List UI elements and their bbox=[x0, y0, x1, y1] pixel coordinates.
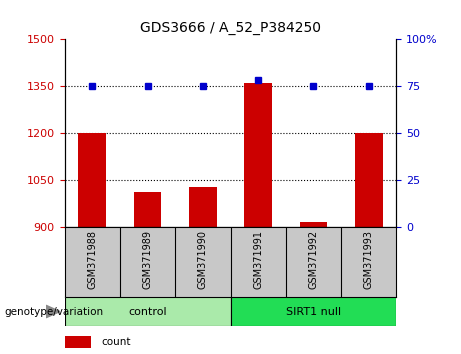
Bar bbox=[300, 222, 327, 227]
Bar bbox=[78, 133, 106, 227]
Bar bbox=[65, 297, 230, 326]
Bar bbox=[65, 336, 91, 348]
Text: count: count bbox=[101, 337, 130, 347]
Bar bbox=[244, 83, 272, 227]
Text: GSM371989: GSM371989 bbox=[142, 230, 153, 289]
Bar bbox=[134, 192, 161, 227]
Text: GSM371992: GSM371992 bbox=[308, 230, 319, 289]
Text: control: control bbox=[128, 307, 167, 316]
Text: GSM371988: GSM371988 bbox=[87, 230, 97, 289]
Bar bbox=[230, 297, 396, 326]
Text: GSM371991: GSM371991 bbox=[253, 230, 263, 289]
Text: GSM371993: GSM371993 bbox=[364, 230, 374, 289]
Polygon shape bbox=[46, 305, 60, 318]
Title: GDS3666 / A_52_P384250: GDS3666 / A_52_P384250 bbox=[140, 21, 321, 35]
Text: GSM371990: GSM371990 bbox=[198, 230, 208, 289]
Bar bbox=[189, 188, 217, 227]
Text: genotype/variation: genotype/variation bbox=[5, 307, 104, 316]
Bar bbox=[355, 133, 383, 227]
Text: SIRT1 null: SIRT1 null bbox=[286, 307, 341, 316]
